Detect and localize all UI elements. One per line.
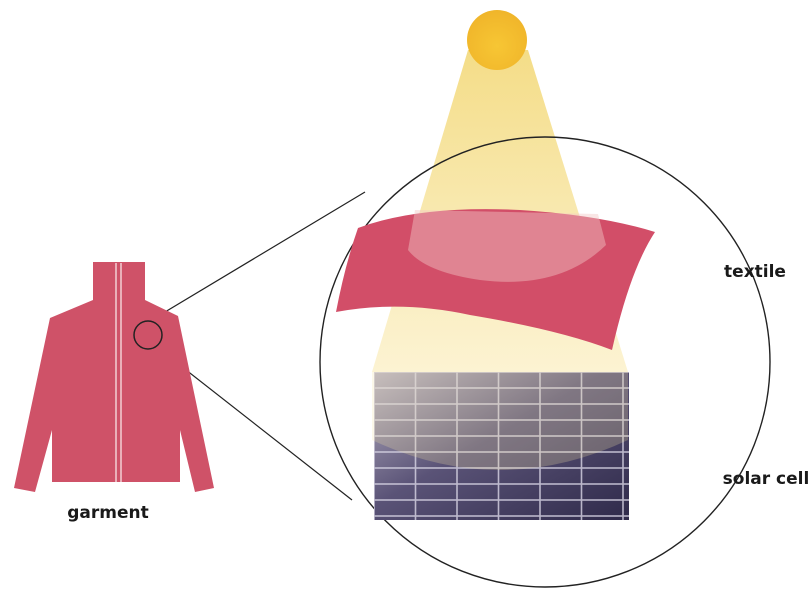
garment [14,262,214,492]
label: textile [724,262,786,282]
textile-highlight [408,210,606,282]
label: solar cell [723,469,809,489]
zoom-circle [319,136,771,588]
zoom-spot [133,320,163,350]
light-glow [372,372,628,470]
textile [336,209,655,350]
sun [467,10,527,70]
label: garment [67,503,149,523]
zoom-line [149,191,366,322]
solar-cell-grid [374,372,629,520]
zoom-line [157,347,353,501]
